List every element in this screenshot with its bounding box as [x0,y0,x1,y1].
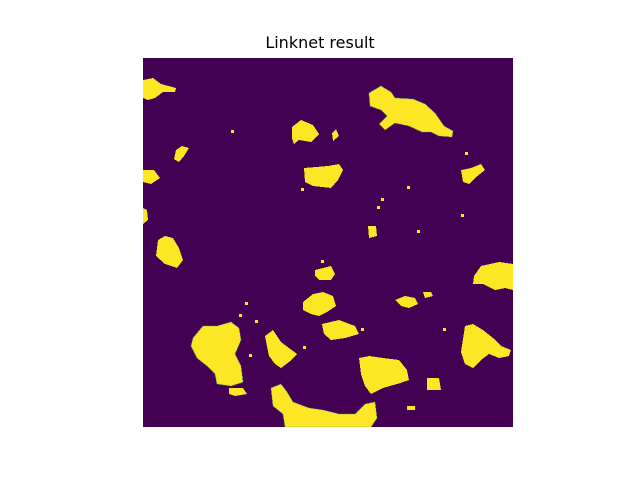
mask-speck [249,354,252,357]
mask-region [461,324,511,368]
mask-speck [301,188,304,191]
mask-speck [303,346,306,349]
mask-region [423,292,433,298]
mask-region [143,208,148,224]
mask-speck [461,214,464,217]
mask-speck [231,130,234,133]
mask-region [143,78,176,100]
mask-background [143,58,513,427]
mask-edge [368,85,454,138]
mask-region [174,146,189,162]
mask-speck [239,314,242,317]
mask-region [359,356,409,394]
mask-speck [377,206,380,209]
mask-edges [190,85,454,427]
mask-region [369,86,453,137]
mask-region [407,406,415,410]
mask-speck [381,198,384,201]
mask-edge [270,383,378,427]
mask-region [473,262,513,290]
segmentation-mask-svg [143,58,513,427]
mask-region [271,384,377,427]
mask-region [395,296,418,308]
mask-region [191,322,243,386]
mask-edge [190,321,244,387]
mask-region [322,320,359,340]
figure-title: Linknet result [265,33,375,52]
mask-region [156,236,183,268]
mask-speck [417,230,420,233]
mask-speck [255,320,258,323]
mask-region [427,378,441,390]
mask-region [303,292,336,316]
mask-speck [465,152,468,155]
mask-region [368,226,377,238]
mask-speck [361,328,364,331]
mask-speck [443,328,446,331]
mask-region [265,330,297,368]
mask-region [461,164,485,184]
mask-region [332,129,339,141]
mask-speck [407,186,410,189]
mask-region [292,120,319,144]
mask-region [304,164,343,188]
mask-region [229,388,247,396]
mask-region [315,266,335,280]
mask-speck [321,260,324,263]
mask-region [143,170,160,184]
segmentation-mask [143,58,513,427]
mask-speck [245,302,248,305]
mask-regions [143,78,513,427]
